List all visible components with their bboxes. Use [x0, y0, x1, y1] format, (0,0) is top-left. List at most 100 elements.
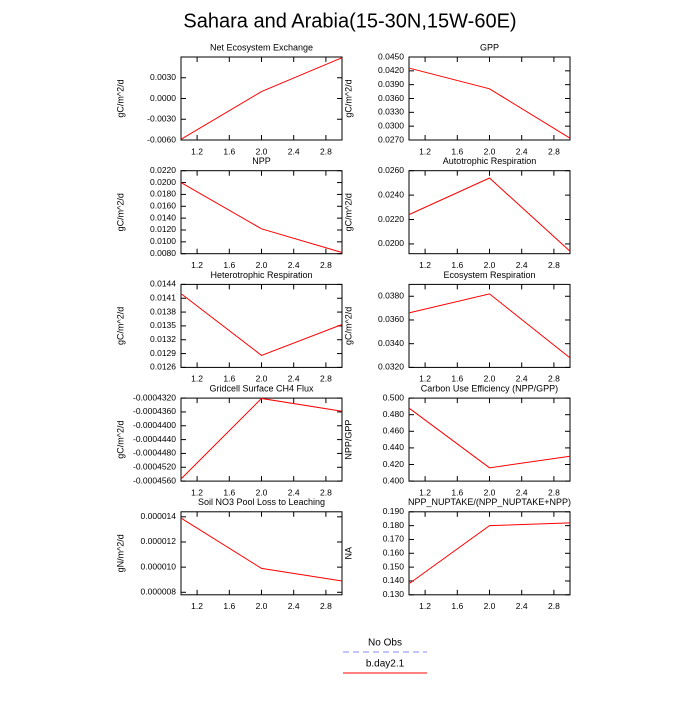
- x-tick-label: 2.0: [484, 374, 496, 384]
- x-tick-label: 2.8: [320, 487, 332, 497]
- data-line: [180, 397, 343, 480]
- x-tick-label: 2.0: [484, 487, 496, 497]
- y-axis-label: gN/m^2/d: [115, 534, 125, 572]
- x-tick-label: 2.4: [288, 260, 300, 270]
- y-axis-label: gC/m^2/d: [115, 193, 125, 231]
- y-tick-label: -0.0004480: [133, 448, 176, 458]
- x-tick-label: 2.0: [484, 601, 496, 611]
- y-tick-label: 0.150: [383, 561, 405, 571]
- data-line: [408, 522, 571, 585]
- data-line: [408, 177, 571, 252]
- x-tick-label: 2.0: [256, 260, 268, 270]
- panel-title: Ecosystem Respiration: [443, 270, 535, 280]
- y-tick-label: 0.0380: [378, 291, 404, 301]
- x-tick-label: 1.6: [223, 487, 235, 497]
- panel-title: Soil NO3 Pool Loss to Leaching: [198, 497, 325, 507]
- y-tick-label: 0.0220: [378, 214, 404, 224]
- plot-frame: [180, 56, 343, 141]
- data-line: [408, 67, 571, 139]
- y-tick-label: -0.0004360: [133, 406, 176, 416]
- plot-frame: [408, 283, 571, 368]
- y-tick-label: -0.0004560: [133, 475, 176, 485]
- y-tick-label: 0.0420: [378, 65, 404, 75]
- y-axis-label: gC/m^2/d: [343, 79, 353, 117]
- x-tick-label: 2.8: [320, 601, 332, 611]
- x-tick-label: 2.0: [256, 146, 268, 156]
- y-tick-label: 0.500: [383, 392, 405, 402]
- plot-frame: [408, 397, 571, 482]
- x-tick-label: 2.8: [548, 374, 560, 384]
- x-tick-label: 2.8: [548, 260, 560, 270]
- y-tick-label: 0.0141: [150, 292, 176, 302]
- x-tick-label: 2.8: [548, 487, 560, 497]
- y-tick-label: 0.0132: [150, 334, 176, 344]
- x-tick-label: 2.0: [484, 146, 496, 156]
- data-line: [408, 293, 571, 359]
- y-tick-label: 0.160: [383, 548, 405, 558]
- y-tick-label: 0.0360: [378, 314, 404, 324]
- panel-title: NPP_NUPTAKE/(NPP_NUPTAKE+NPP): [408, 497, 571, 507]
- y-tick-label: 0.0030: [150, 72, 176, 82]
- y-tick-label: 0.0390: [378, 79, 404, 89]
- y-tick-label: 0.0180: [150, 189, 176, 199]
- y-tick-label: 0.0360: [378, 93, 404, 103]
- x-tick-label: 1.2: [419, 146, 431, 156]
- data-line: [408, 407, 571, 469]
- x-tick-label: 1.6: [451, 487, 463, 497]
- y-tick-label: 0.170: [383, 534, 405, 544]
- x-tick-label: 1.2: [419, 374, 431, 384]
- plot-frame: [180, 397, 343, 482]
- x-tick-label: 2.8: [320, 374, 332, 384]
- x-tick-label: 2.4: [516, 260, 528, 270]
- y-axis-label: gC/m^2/d: [343, 307, 353, 345]
- panel-title: Autotrophic Respiration: [443, 156, 537, 166]
- x-tick-label: 1.6: [451, 374, 463, 384]
- x-tick-label: 1.2: [191, 487, 203, 497]
- x-tick-label: 2.4: [288, 146, 300, 156]
- x-tick-label: 2.0: [484, 260, 496, 270]
- panel-title: Gridcell Surface CH4 Flux: [209, 383, 314, 393]
- y-tick-label: 0.000012: [141, 536, 177, 546]
- y-tick-label: 0.460: [383, 426, 405, 436]
- x-tick-label: 2.4: [288, 601, 300, 611]
- x-tick-label: 1.2: [419, 487, 431, 497]
- y-tick-label: 0.0120: [150, 224, 176, 234]
- y-tick-label: 0.0200: [150, 177, 176, 187]
- x-tick-label: 2.4: [288, 374, 300, 384]
- x-tick-label: 1.2: [419, 601, 431, 611]
- y-tick-label: -0.0030: [147, 114, 176, 124]
- y-tick-label: 0.0000: [150, 93, 176, 103]
- y-axis-label: gC/m^2/d: [115, 307, 125, 345]
- data-line: [180, 57, 343, 140]
- y-tick-label: 0.0240: [378, 189, 404, 199]
- y-tick-label: 0.190: [383, 506, 405, 516]
- y-tick-label: 0.0080: [150, 248, 176, 258]
- x-tick-label: 2.4: [516, 487, 528, 497]
- y-axis-label: gC/m^2/d: [115, 79, 125, 117]
- y-tick-label: 0.420: [383, 459, 405, 469]
- plot-frame: [180, 511, 343, 596]
- plot-frame: [408, 511, 571, 596]
- y-tick-label: 0.440: [383, 442, 405, 452]
- plot-frame: [180, 170, 343, 255]
- x-tick-label: 1.6: [451, 260, 463, 270]
- x-tick-label: 1.6: [223, 260, 235, 270]
- x-tick-label: 2.0: [256, 374, 268, 384]
- y-tick-label: 0.000014: [141, 511, 177, 521]
- legend-label: No Obs: [368, 638, 402, 649]
- y-tick-label: 0.180: [383, 520, 405, 530]
- x-tick-label: 2.0: [256, 601, 268, 611]
- y-tick-label: 0.140: [383, 575, 405, 585]
- panel-title: Carbon Use Efficiency (NPP/GPP): [421, 383, 558, 393]
- y-tick-label: -0.0004440: [133, 434, 176, 444]
- x-tick-label: 2.8: [548, 601, 560, 611]
- panel-title: Heterotrophic Respiration: [210, 270, 312, 280]
- x-tick-label: 2.8: [320, 146, 332, 156]
- y-tick-label: -0.0004520: [133, 462, 176, 472]
- x-tick-label: 1.2: [419, 260, 431, 270]
- y-tick-label: 0.0340: [378, 338, 404, 348]
- panel-title: NPP: [252, 156, 271, 166]
- y-tick-label: 0.0100: [150, 236, 176, 246]
